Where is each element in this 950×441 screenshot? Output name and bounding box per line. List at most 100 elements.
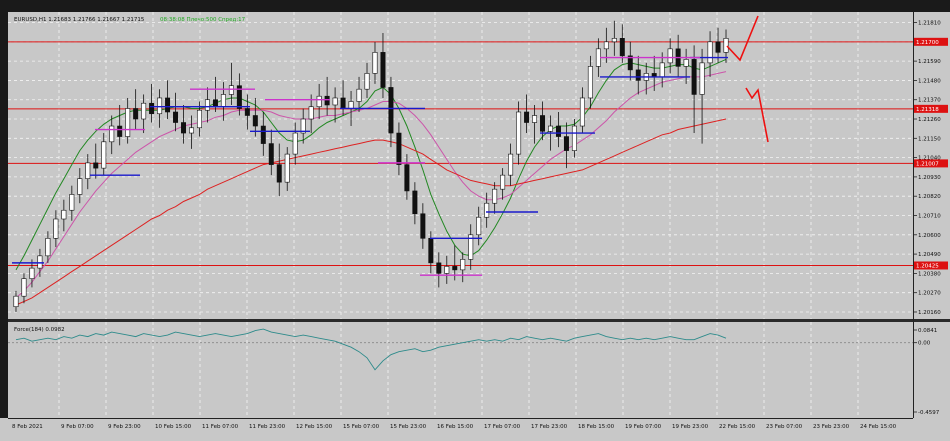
candle [260,111,266,156]
candle [29,259,35,288]
moving-average-line [15,71,727,299]
candle [484,192,490,228]
candle [436,252,442,288]
candle [268,129,274,176]
candle [563,122,569,169]
candle [101,133,107,176]
x-tick-label: 18 Feb 15:00 [578,424,615,430]
candle [404,154,410,200]
y-tick-label: 1.21260 [918,117,941,123]
price-tag-label: 1.21007 [916,161,939,167]
force-index-line [15,328,727,371]
candle [587,55,593,109]
candle [276,143,282,197]
candle [699,48,705,144]
candle [125,97,131,144]
candle [284,147,290,191]
candle [109,115,115,155]
chart-title: EURUSD,H1 1.21683 1.21766 1.21667 1.2171… [14,17,145,23]
price-tag-label: 1.21318 [916,107,939,113]
x-tick-label: 10 Feb 15:00 [155,424,192,430]
candle [372,41,378,84]
candle [252,97,258,137]
candle [53,210,59,248]
candle [492,182,498,214]
force-plot-area[interactable] [8,322,913,418]
candle [324,76,330,116]
x-tick-label: 17 Feb 23:00 [531,424,568,430]
x-tick-label: 23 Feb 07:00 [766,424,803,430]
x-tick-label: 19 Feb 23:00 [672,424,709,430]
x-tick-label: 17 Feb 07:00 [484,424,521,430]
candle [228,62,234,105]
candle [635,55,641,95]
price-tag [914,159,948,168]
candle [468,224,474,270]
candle [204,87,210,123]
candle [396,122,402,176]
y-tick-label: 1.21150 [918,136,941,142]
candle [444,255,450,284]
candle [13,290,19,312]
candle [380,33,386,98]
candle [356,76,362,112]
force-y-tick-label: 0.0841 [918,328,937,334]
candle [300,108,306,144]
candle [683,48,689,84]
candle [627,41,633,81]
main-plot-area[interactable] [8,12,913,319]
price-tag-label: 1.21700 [916,40,939,46]
candle [691,45,697,134]
candle [532,104,538,144]
y-tick-label: 1.20600 [918,233,941,239]
candle [45,231,51,263]
y-tick-label: 1.21370 [918,98,941,104]
candle [149,83,155,123]
x-tick-label: 24 Feb 15:00 [860,424,897,430]
candle [165,80,171,120]
price-tag-label: 1.20425 [916,263,939,269]
y-tick-label: 1.20380 [918,271,941,277]
candle [579,87,585,134]
candle [93,143,99,179]
candle [21,273,27,304]
candle [61,199,67,232]
y-tick-label: 1.20710 [918,213,941,219]
y-tick-label: 1.21480 [918,78,941,84]
candle [189,115,194,149]
candle [571,119,577,158]
candle [157,89,163,128]
moving-average-line [15,118,727,306]
candle [516,101,522,165]
projection-arrow-down[interactable] [745,87,769,143]
force-y-tick-label: 0.00 [918,341,931,347]
price-tag [914,261,948,270]
candle [412,182,418,225]
candle [236,73,242,116]
y-tick-label: 1.20930 [918,175,941,181]
y-tick-label: 1.21040 [918,156,941,162]
x-tick-label: 22 Feb 15:00 [719,424,756,430]
candle [388,76,394,148]
x-tick-label: 11 Feb 23:00 [249,424,286,430]
candle [69,185,75,221]
candle [173,92,179,132]
y-tick-label: 1.20160 [918,310,941,316]
candle [460,252,466,283]
candle [707,31,713,77]
price-tag [914,104,948,113]
x-tick-label: 12 Feb 15:00 [296,424,333,430]
candle [292,122,298,165]
candle [332,87,338,123]
y-tick-label: 1.21810 [918,21,941,27]
projection-arrow-up[interactable] [726,15,759,62]
force-title: Force(184) 0.0982 [14,327,65,333]
x-tick-label: 16 Feb 15:00 [437,424,474,430]
candle [77,168,83,204]
candle [364,62,370,98]
candle [244,94,250,130]
candle [611,20,617,56]
x-tick-label: 11 Feb 07:00 [202,424,239,430]
y-tick-label: 1.20820 [918,194,941,200]
candle [555,111,561,148]
